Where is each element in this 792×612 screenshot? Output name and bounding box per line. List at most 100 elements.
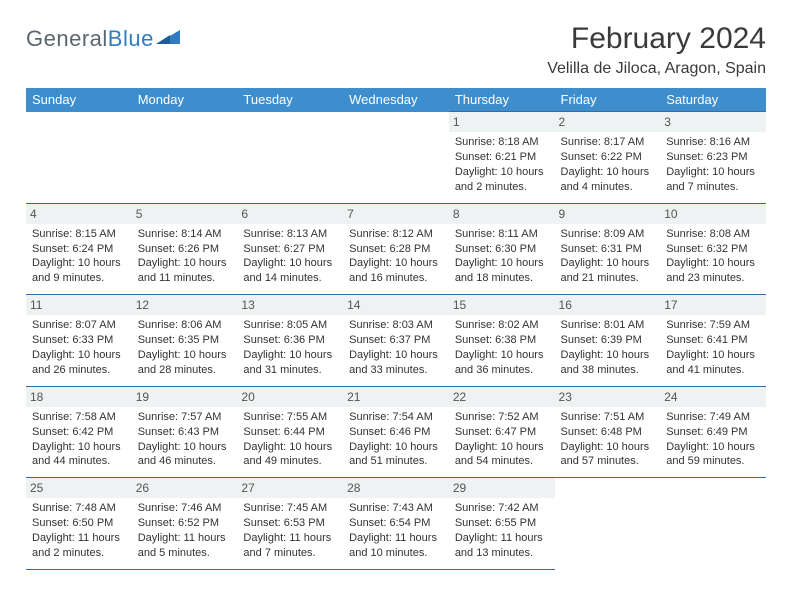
day-cell: 3Sunrise: 8:16 AMSunset: 6:23 PMDaylight… bbox=[660, 112, 766, 204]
sunset-line: Sunset: 6:31 PM bbox=[561, 242, 655, 257]
sunset-line: Sunset: 6:22 PM bbox=[561, 150, 655, 165]
daylight-line-1: Daylight: 11 hours bbox=[349, 531, 443, 546]
daylight-line-2: and 33 minutes. bbox=[349, 363, 443, 378]
logo-text-blue: Blue bbox=[108, 26, 154, 52]
daylight-line-2: and 38 minutes. bbox=[561, 363, 655, 378]
empty-cell bbox=[555, 478, 661, 570]
calendar-week-row: 11Sunrise: 8:07 AMSunset: 6:33 PMDayligh… bbox=[26, 295, 766, 387]
daylight-line-1: Daylight: 11 hours bbox=[32, 531, 126, 546]
day-cell: 7Sunrise: 8:12 AMSunset: 6:28 PMDaylight… bbox=[343, 203, 449, 295]
day-cell: 27Sunrise: 7:45 AMSunset: 6:53 PMDayligh… bbox=[237, 478, 343, 570]
sunrise-line: Sunrise: 8:01 AM bbox=[561, 318, 655, 333]
sunset-line: Sunset: 6:37 PM bbox=[349, 333, 443, 348]
logo-text-general: General bbox=[26, 26, 108, 52]
daylight-line-2: and 2 minutes. bbox=[455, 180, 549, 195]
daylight-line-1: Daylight: 10 hours bbox=[138, 348, 232, 363]
daylight-line-1: Daylight: 10 hours bbox=[666, 348, 760, 363]
sunset-line: Sunset: 6:33 PM bbox=[32, 333, 126, 348]
daylight-line-2: and 9 minutes. bbox=[32, 271, 126, 286]
day-cell: 24Sunrise: 7:49 AMSunset: 6:49 PMDayligh… bbox=[660, 386, 766, 478]
sunrise-line: Sunrise: 8:02 AM bbox=[455, 318, 549, 333]
day-number: 27 bbox=[237, 478, 343, 498]
daylight-line-2: and 5 minutes. bbox=[138, 546, 232, 561]
daylight-line-2: and 28 minutes. bbox=[138, 363, 232, 378]
day-cell: 29Sunrise: 7:42 AMSunset: 6:55 PMDayligh… bbox=[449, 478, 555, 570]
day-cell: 12Sunrise: 8:06 AMSunset: 6:35 PMDayligh… bbox=[132, 295, 238, 387]
daylight-line-2: and 54 minutes. bbox=[455, 454, 549, 469]
day-number: 5 bbox=[132, 204, 238, 224]
daylight-line-1: Daylight: 10 hours bbox=[455, 440, 549, 455]
daylight-line-2: and 2 minutes. bbox=[32, 546, 126, 561]
day-cell: 15Sunrise: 8:02 AMSunset: 6:38 PMDayligh… bbox=[449, 295, 555, 387]
daylight-line-2: and 36 minutes. bbox=[455, 363, 549, 378]
calendar-table: SundayMondayTuesdayWednesdayThursdayFrid… bbox=[26, 88, 766, 570]
daylight-line-2: and 59 minutes. bbox=[666, 454, 760, 469]
daylight-line-1: Daylight: 10 hours bbox=[32, 348, 126, 363]
weekday-header: Monday bbox=[132, 88, 238, 112]
sunset-line: Sunset: 6:48 PM bbox=[561, 425, 655, 440]
sunset-line: Sunset: 6:42 PM bbox=[32, 425, 126, 440]
day-cell: 10Sunrise: 8:08 AMSunset: 6:32 PMDayligh… bbox=[660, 203, 766, 295]
day-cell: 2Sunrise: 8:17 AMSunset: 6:22 PMDaylight… bbox=[555, 112, 661, 204]
daylight-line-1: Daylight: 10 hours bbox=[455, 165, 549, 180]
title-block: February 2024 Velilla de Jiloca, Aragon,… bbox=[547, 22, 766, 78]
day-number: 7 bbox=[343, 204, 449, 224]
daylight-line-2: and 11 minutes. bbox=[138, 271, 232, 286]
daylight-line-2: and 21 minutes. bbox=[561, 271, 655, 286]
empty-cell bbox=[26, 112, 132, 204]
sunrise-line: Sunrise: 7:52 AM bbox=[455, 410, 549, 425]
day-number: 29 bbox=[449, 478, 555, 498]
empty-cell bbox=[237, 112, 343, 204]
location-title: Velilla de Jiloca, Aragon, Spain bbox=[547, 60, 766, 78]
sunset-line: Sunset: 6:47 PM bbox=[455, 425, 549, 440]
daylight-line-1: Daylight: 10 hours bbox=[561, 440, 655, 455]
weekday-header: Sunday bbox=[26, 88, 132, 112]
weekday-header: Friday bbox=[555, 88, 661, 112]
day-number: 6 bbox=[237, 204, 343, 224]
day-cell: 8Sunrise: 8:11 AMSunset: 6:30 PMDaylight… bbox=[449, 203, 555, 295]
calendar-page: GeneralBlue February 2024 Velilla de Jil… bbox=[0, 0, 792, 570]
weekday-header: Tuesday bbox=[237, 88, 343, 112]
day-number: 17 bbox=[660, 295, 766, 315]
sunset-line: Sunset: 6:43 PM bbox=[138, 425, 232, 440]
empty-cell bbox=[660, 478, 766, 570]
daylight-line-2: and 10 minutes. bbox=[349, 546, 443, 561]
day-number: 24 bbox=[660, 387, 766, 407]
logo-triangle-icon bbox=[156, 28, 182, 51]
day-number: 20 bbox=[237, 387, 343, 407]
daylight-line-1: Daylight: 10 hours bbox=[561, 256, 655, 271]
day-number: 13 bbox=[237, 295, 343, 315]
sunrise-line: Sunrise: 8:09 AM bbox=[561, 227, 655, 242]
day-number: 1 bbox=[449, 112, 555, 132]
day-cell: 23Sunrise: 7:51 AMSunset: 6:48 PMDayligh… bbox=[555, 386, 661, 478]
empty-cell bbox=[343, 112, 449, 204]
sunrise-line: Sunrise: 7:45 AM bbox=[243, 501, 337, 516]
calendar-header-row: SundayMondayTuesdayWednesdayThursdayFrid… bbox=[26, 88, 766, 112]
sunset-line: Sunset: 6:46 PM bbox=[349, 425, 443, 440]
daylight-line-1: Daylight: 10 hours bbox=[138, 440, 232, 455]
daylight-line-1: Daylight: 10 hours bbox=[349, 440, 443, 455]
daylight-line-1: Daylight: 10 hours bbox=[561, 165, 655, 180]
sunrise-line: Sunrise: 7:48 AM bbox=[32, 501, 126, 516]
calendar-week-row: 18Sunrise: 7:58 AMSunset: 6:42 PMDayligh… bbox=[26, 386, 766, 478]
sunrise-line: Sunrise: 7:43 AM bbox=[349, 501, 443, 516]
sunset-line: Sunset: 6:44 PM bbox=[243, 425, 337, 440]
sunrise-line: Sunrise: 8:16 AM bbox=[666, 135, 760, 150]
empty-cell bbox=[132, 112, 238, 204]
sunset-line: Sunset: 6:30 PM bbox=[455, 242, 549, 257]
sunset-line: Sunset: 6:39 PM bbox=[561, 333, 655, 348]
sunrise-line: Sunrise: 7:55 AM bbox=[243, 410, 337, 425]
day-cell: 14Sunrise: 8:03 AMSunset: 6:37 PMDayligh… bbox=[343, 295, 449, 387]
sunset-line: Sunset: 6:38 PM bbox=[455, 333, 549, 348]
sunset-line: Sunset: 6:53 PM bbox=[243, 516, 337, 531]
sunset-line: Sunset: 6:23 PM bbox=[666, 150, 760, 165]
day-cell: 13Sunrise: 8:05 AMSunset: 6:36 PMDayligh… bbox=[237, 295, 343, 387]
day-number: 9 bbox=[555, 204, 661, 224]
day-cell: 25Sunrise: 7:48 AMSunset: 6:50 PMDayligh… bbox=[26, 478, 132, 570]
daylight-line-2: and 7 minutes. bbox=[243, 546, 337, 561]
sunrise-line: Sunrise: 8:05 AM bbox=[243, 318, 337, 333]
sunset-line: Sunset: 6:28 PM bbox=[349, 242, 443, 257]
sunrise-line: Sunrise: 7:58 AM bbox=[32, 410, 126, 425]
sunrise-line: Sunrise: 8:03 AM bbox=[349, 318, 443, 333]
weekday-header: Thursday bbox=[449, 88, 555, 112]
